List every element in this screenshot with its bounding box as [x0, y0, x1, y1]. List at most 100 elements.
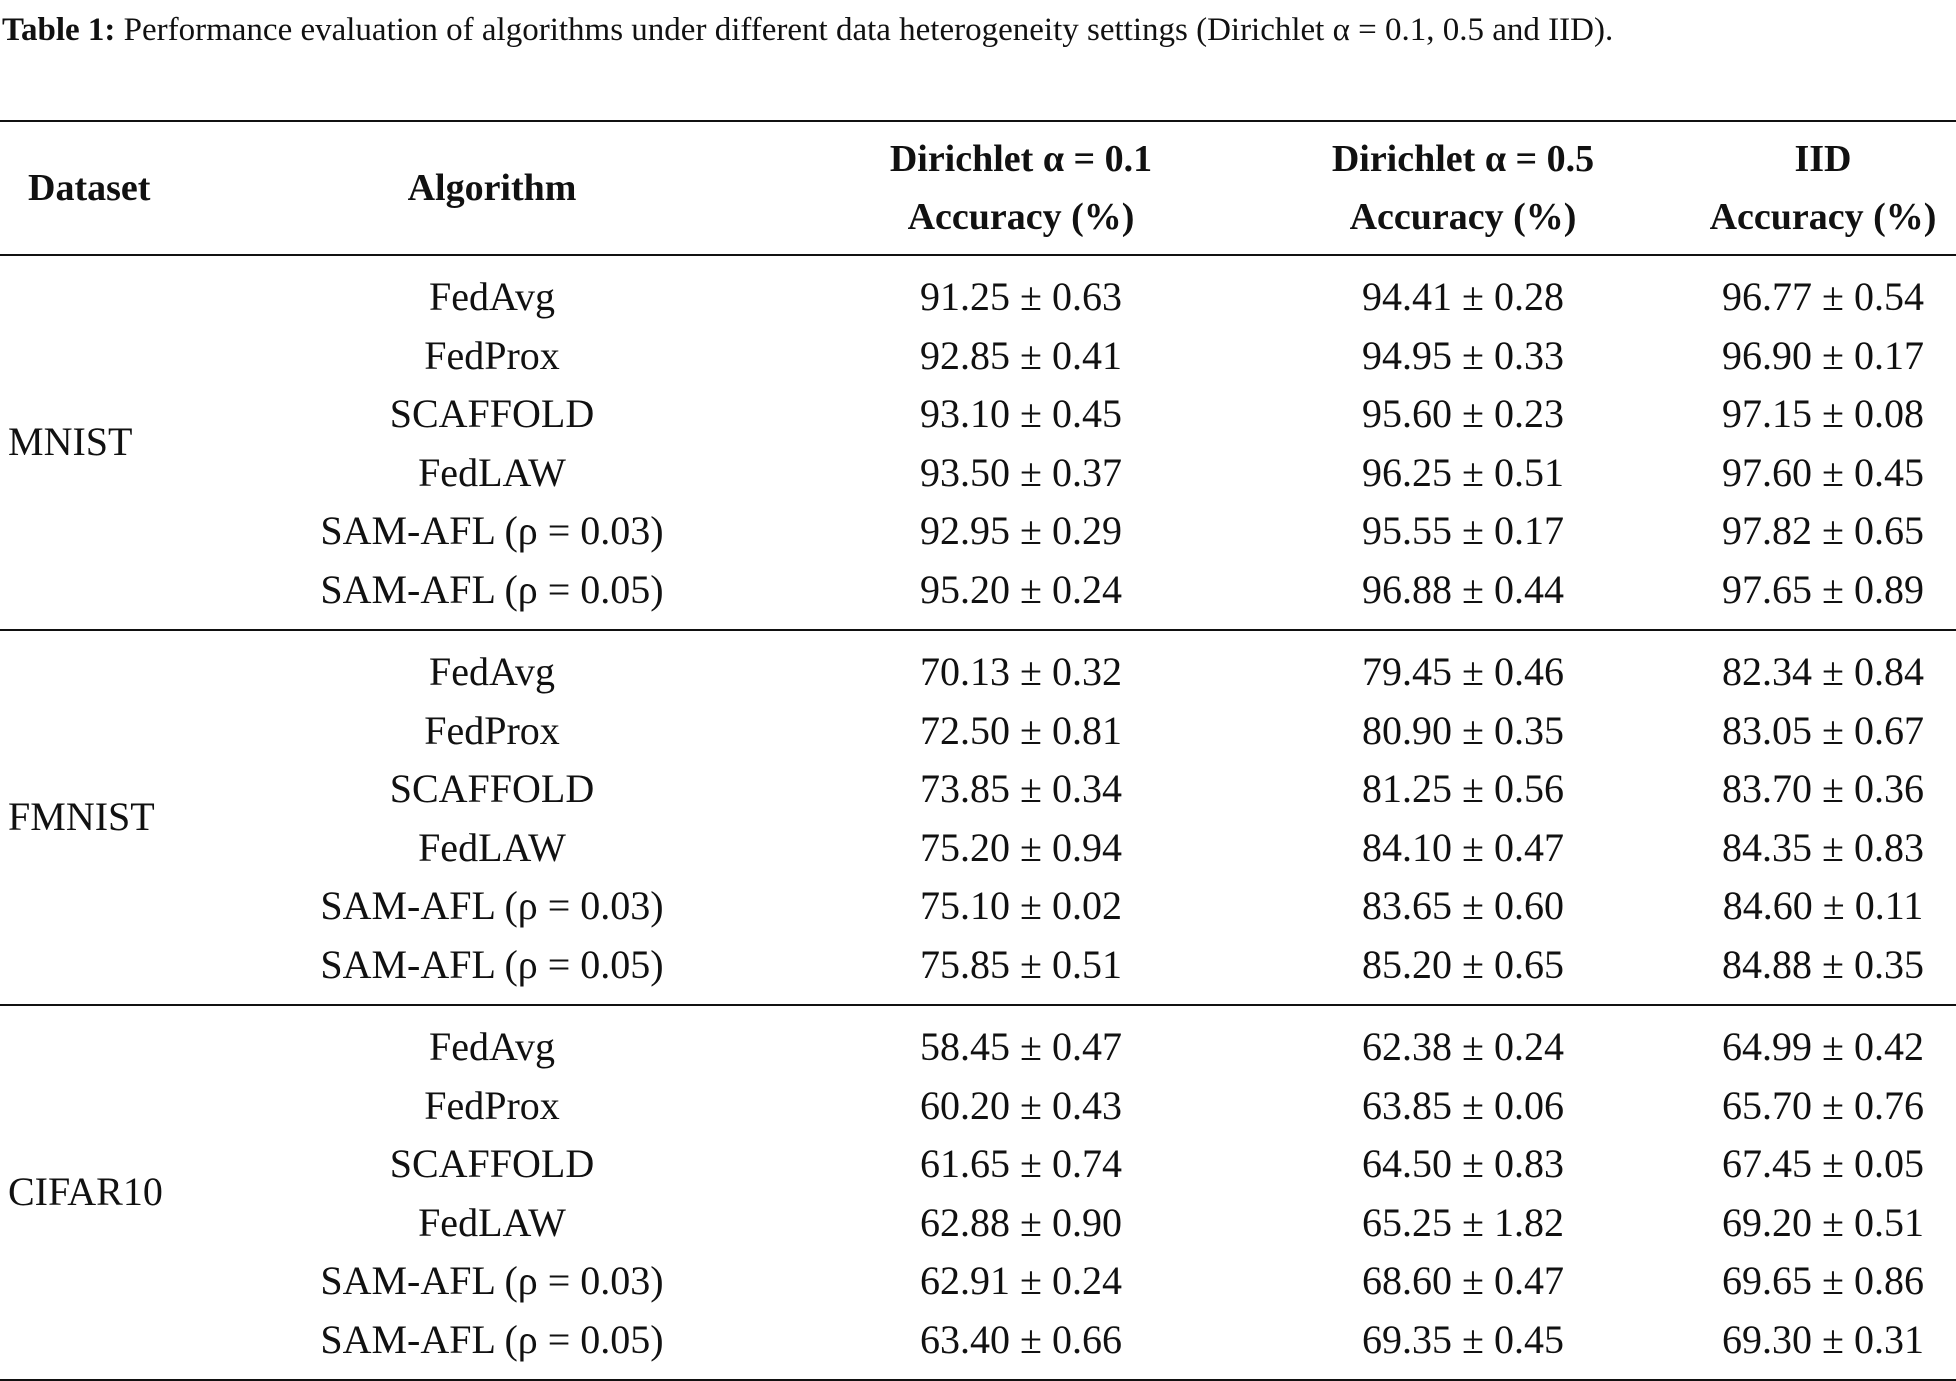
accuracy-iid-cell: 97.15 ± 0.08: [1722, 391, 1924, 436]
accuracy-dirichlet-0-5-cell: 68.60 ± 0.47: [1362, 1258, 1564, 1303]
dataset-cell: CIFAR10: [0, 1005, 178, 1381]
accuracy-dirichlet-0-5-cell: 79.45 ± 0.46: [1362, 649, 1564, 694]
table-row: FedLAW 75.20 ± 0.94 84.10 ± 0.47 84.35 ± 0.…: [0, 819, 1956, 878]
accuracy-dirichlet-0-5-cell: 95.60 ± 0.23: [1362, 391, 1564, 436]
table-row: MNIST FedAvg 91.25 ± 0.63 94.41 ± 0.28 96.77…: [0, 255, 1956, 631]
accuracy-dirichlet-0-1-cell: 58.45 ± 0.47: [920, 1024, 1122, 1069]
accuracy-iid-cell: 65.70 ± 0.76: [1722, 1082, 1924, 1128]
accuracy-dirichlet-0-1-cell: 60.20 ± 0.43: [920, 1082, 1122, 1128]
table-row: SAM-AFL (ρ = 0.05) 63.40 ± 0.66 69.35 ± 0.…: [0, 1310, 1956, 1381]
accuracy-dirichlet-0-5-cell: 94.41 ± 0.28: [1362, 274, 1564, 319]
header-dirichlet-0-1-title: Dirichlet α = 0.1: [889, 138, 1153, 180]
table-row: FedProx 60.20 ± 0.43 63.85 ± 0.06 65.70 ± 0…: [0, 1077, 1956, 1136]
accuracy-dirichlet-0-5-cell: 83.65 ± 0.60: [1362, 883, 1564, 928]
table-row: SAM-AFL (ρ = 0.05) 95.20 ± 0.24 96.88 ± 0.…: [0, 560, 1956, 631]
accuracy-iid-cell: 84.35 ± 0.83: [1722, 824, 1924, 870]
algorithm-cell: SCAFFOLD: [389, 766, 595, 811]
results-table-container: Dataset Algorithm Dirichlet α = 0.1 Accu…: [0, 120, 1956, 1381]
algorithm-cell: FedLAW: [418, 1199, 566, 1245]
header-row: Dataset Algorithm Dirichlet α = 0.1 Accu…: [0, 120, 1956, 256]
accuracy-iid-cell: 96.77 ± 0.54: [1722, 274, 1924, 319]
results-table: Dataset Algorithm Dirichlet α = 0.1 Accu…: [0, 120, 1956, 1381]
accuracy-iid-cell: 96.90 ± 0.17: [1722, 332, 1924, 378]
dataset-cell: MNIST: [0, 255, 178, 631]
accuracy-iid-cell: 83.05 ± 0.67: [1722, 707, 1924, 753]
accuracy-iid-cell: 83.70 ± 0.36: [1722, 766, 1924, 811]
accuracy-dirichlet-0-5-cell: 81.25 ± 0.56: [1362, 766, 1564, 811]
accuracy-dirichlet-0-5-cell: 94.95 ± 0.33: [1362, 332, 1564, 378]
accuracy-iid-cell: 84.88 ± 0.35: [1690, 935, 1956, 1006]
accuracy-iid-cell: 84.60 ± 0.11: [1722, 883, 1924, 928]
header-iid-title: IID: [1794, 138, 1852, 180]
algorithm-cell: FedAvg: [429, 274, 555, 319]
accuracy-dirichlet-0-5-cell: 64.50 ± 0.83: [1362, 1141, 1564, 1186]
header-iid: IID Accuracy (%): [1690, 120, 1956, 256]
accuracy-dirichlet-0-1-cell: 70.13 ± 0.32: [920, 649, 1122, 694]
header-iid-metric: Accuracy (%): [1709, 196, 1937, 238]
accuracy-iid-cell: 97.60 ± 0.45: [1722, 449, 1924, 495]
accuracy-iid-cell: 97.82 ± 0.65: [1722, 508, 1924, 553]
algorithm-cell: FedProx: [424, 1082, 560, 1128]
accuracy-dirichlet-0-1-cell: 93.50 ± 0.37: [920, 449, 1122, 495]
caption-label: Table 1:: [2, 12, 116, 48]
table-row: SCAFFOLD 73.85 ± 0.34 81.25 ± 0.56 83.70 ± …: [0, 760, 1956, 819]
accuracy-dirichlet-0-1-cell: 62.88 ± 0.90: [920, 1199, 1122, 1245]
algorithm-cell: SAM-AFL (ρ = 0.05): [178, 560, 806, 631]
header-dirichlet-0-5: Dirichlet α = 0.5 Accuracy (%): [1236, 120, 1690, 256]
table-row: FedLAW 93.50 ± 0.37 96.25 ± 0.51 97.60 ± 0.…: [0, 444, 1956, 503]
accuracy-dirichlet-0-1-cell: 61.65 ± 0.74: [920, 1141, 1122, 1186]
accuracy-dirichlet-0-1-cell: 73.85 ± 0.34: [920, 766, 1122, 811]
accuracy-dirichlet-0-1-cell: 62.91 ± 0.24: [920, 1258, 1122, 1303]
accuracy-iid-cell: 69.20 ± 0.51: [1722, 1199, 1924, 1245]
accuracy-dirichlet-0-1-cell: 63.40 ± 0.66: [806, 1310, 1236, 1381]
table-row: FedLAW 62.88 ± 0.90 65.25 ± 1.82 69.20 ± 0.…: [0, 1194, 1956, 1253]
accuracy-dirichlet-0-5-cell: 62.38 ± 0.24: [1362, 1024, 1564, 1069]
algorithm-cell: FedProx: [424, 332, 560, 378]
algorithm-cell: SAM-AFL (ρ = 0.03): [320, 508, 664, 553]
table-row: FedProx 92.85 ± 0.41 94.95 ± 0.33 96.90 ± 0…: [0, 327, 1956, 386]
accuracy-dirichlet-0-1-cell: 93.10 ± 0.45: [920, 391, 1122, 436]
accuracy-dirichlet-0-1-cell: 75.10 ± 0.02: [920, 883, 1122, 928]
accuracy-dirichlet-0-1-cell: 92.85 ± 0.41: [920, 332, 1122, 378]
accuracy-dirichlet-0-5-cell: 69.35 ± 0.45: [1236, 1310, 1690, 1381]
accuracy-dirichlet-0-1-cell: 75.20 ± 0.94: [920, 824, 1122, 870]
algorithm-cell: FedLAW: [418, 449, 566, 495]
table-row: SCAFFOLD 93.10 ± 0.45 95.60 ± 0.23 97.15 ± …: [0, 385, 1956, 444]
header-dirichlet-0-5-metric: Accuracy (%): [1349, 196, 1577, 238]
accuracy-dirichlet-0-1-cell: 72.50 ± 0.81: [920, 707, 1122, 753]
table-row: FedProx 72.50 ± 0.81 80.90 ± 0.35 83.05 ± 0…: [0, 702, 1956, 761]
table-row: SAM-AFL (ρ = 0.03) 75.10 ± 0.02 83.65 ± 0.…: [0, 877, 1956, 936]
algorithm-cell: SCAFFOLD: [389, 391, 595, 436]
accuracy-dirichlet-0-5-cell: 96.88 ± 0.44: [1236, 560, 1690, 631]
accuracy-iid-cell: 82.34 ± 0.84: [1722, 649, 1924, 694]
accuracy-iid-cell: 97.65 ± 0.89: [1690, 560, 1956, 631]
accuracy-iid-cell: 67.45 ± 0.05: [1722, 1141, 1924, 1186]
header-dataset: Dataset: [0, 120, 178, 256]
accuracy-dirichlet-0-1-cell: 92.95 ± 0.29: [920, 508, 1122, 553]
header-dirichlet-0-5-title: Dirichlet α = 0.5: [1331, 138, 1595, 180]
caption-text: Performance evaluation of algorithms und…: [123, 12, 1614, 48]
algorithm-cell: SCAFFOLD: [389, 1141, 595, 1186]
accuracy-iid-cell: 64.99 ± 0.42: [1722, 1024, 1924, 1069]
algorithm-cell: FedProx: [424, 707, 560, 753]
table-row: SCAFFOLD 61.65 ± 0.74 64.50 ± 0.83 67.45 ± …: [0, 1135, 1956, 1194]
table-row: FMNIST FedAvg 70.13 ± 0.32 79.45 ± 0.46 82.3…: [0, 630, 1956, 1006]
algorithm-cell: SAM-AFL (ρ = 0.03): [320, 883, 664, 928]
table-row: SAM-AFL (ρ = 0.03) 62.91 ± 0.24 68.60 ± 0.…: [0, 1252, 1956, 1311]
table-caption: Table 1: Performance evaluation of algor…: [2, 6, 1952, 54]
dataset-cell: FMNIST: [0, 630, 178, 1006]
algorithm-cell: FedLAW: [418, 824, 566, 870]
table-row: CIFAR10 FedAvg 58.45 ± 0.47 62.38 ± 0.24 64.…: [0, 1005, 1956, 1381]
table-row: SAM-AFL (ρ = 0.05) 75.85 ± 0.51 85.20 ± 0.…: [0, 935, 1956, 1006]
header-dirichlet-0-1-metric: Accuracy (%): [907, 196, 1135, 238]
accuracy-dirichlet-0-5-cell: 63.85 ± 0.06: [1362, 1082, 1564, 1128]
accuracy-dirichlet-0-5-cell: 96.25 ± 0.51: [1362, 449, 1564, 495]
accuracy-dirichlet-0-5-cell: 95.55 ± 0.17: [1362, 508, 1564, 553]
algorithm-cell: SAM-AFL (ρ = 0.05): [178, 935, 806, 1006]
algorithm-cell: SAM-AFL (ρ = 0.05): [178, 1310, 806, 1381]
accuracy-dirichlet-0-5-cell: 84.10 ± 0.47: [1362, 824, 1564, 870]
accuracy-dirichlet-0-1-cell: 75.85 ± 0.51: [806, 935, 1236, 1006]
accuracy-dirichlet-0-1-cell: 91.25 ± 0.63: [920, 274, 1122, 319]
header-algorithm: Algorithm: [178, 120, 806, 256]
table-body: MNIST FedAvg 91.25 ± 0.63 94.41 ± 0.28 96.77…: [0, 255, 1956, 1381]
